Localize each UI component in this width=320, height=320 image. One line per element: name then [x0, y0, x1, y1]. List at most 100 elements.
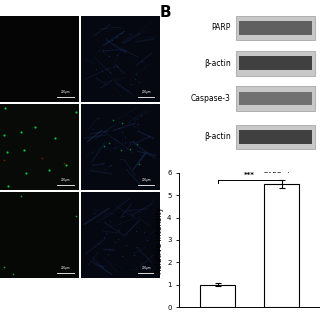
- Point: [120, 120, 125, 125]
- Point: [127, 32, 132, 37]
- Text: ***: ***: [244, 172, 255, 179]
- Point: [3, 105, 8, 110]
- Point: [4, 149, 9, 154]
- Point: [122, 140, 127, 145]
- Text: 200μm: 200μm: [60, 90, 70, 94]
- Point: [2, 157, 7, 163]
- Point: [116, 227, 121, 232]
- Bar: [200, 285, 235, 307]
- Text: Caspase-3: Caspase-3: [191, 94, 231, 103]
- Point: [110, 118, 116, 123]
- Point: [117, 119, 122, 124]
- Text: TUNEL: TUNEL: [22, 0, 57, 7]
- Point: [106, 140, 111, 145]
- Point: [138, 209, 143, 214]
- Point: [136, 121, 141, 126]
- Point: [124, 242, 129, 247]
- Point: [101, 143, 107, 148]
- Text: B: B: [160, 5, 172, 20]
- Point: [18, 130, 23, 135]
- Point: [100, 47, 106, 52]
- Point: [116, 125, 122, 131]
- Text: 200μm: 200μm: [141, 266, 151, 270]
- Point: [99, 263, 104, 268]
- Point: [102, 234, 107, 239]
- Point: [110, 38, 115, 43]
- Point: [112, 239, 117, 244]
- Point: [24, 171, 29, 176]
- Point: [107, 218, 112, 223]
- Bar: [236, 125, 316, 149]
- Point: [64, 162, 69, 167]
- Bar: [236, 86, 316, 111]
- Point: [104, 230, 109, 235]
- Text: 200μm: 200μm: [60, 266, 70, 270]
- Point: [52, 135, 58, 140]
- Point: [102, 166, 108, 172]
- Point: [107, 163, 112, 168]
- Point: [100, 69, 105, 74]
- Point: [104, 36, 109, 41]
- Bar: [239, 130, 312, 144]
- Point: [107, 53, 112, 59]
- Point: [115, 52, 120, 58]
- Point: [134, 228, 139, 234]
- Point: [73, 110, 78, 115]
- Bar: [236, 51, 316, 76]
- Point: [131, 138, 136, 143]
- Point: [128, 147, 133, 152]
- Text: Merge: Merge: [103, 0, 138, 7]
- Point: [133, 71, 138, 76]
- Point: [144, 237, 149, 243]
- Point: [107, 246, 112, 252]
- Text: 200μm: 200μm: [141, 178, 151, 182]
- Point: [5, 184, 10, 189]
- Point: [121, 213, 126, 218]
- Text: PARP: PARP: [212, 23, 231, 32]
- Point: [139, 113, 144, 118]
- Point: [95, 115, 100, 120]
- Point: [73, 213, 78, 218]
- Point: [140, 58, 145, 63]
- Point: [136, 161, 141, 166]
- Point: [11, 272, 16, 277]
- Point: [89, 149, 94, 155]
- Bar: [264, 184, 299, 307]
- Point: [116, 236, 121, 241]
- Point: [134, 244, 140, 249]
- Point: [112, 64, 117, 69]
- Point: [1, 133, 6, 138]
- Point: [94, 67, 99, 72]
- Point: [132, 123, 137, 128]
- Point: [135, 141, 140, 147]
- Point: [131, 253, 136, 258]
- Point: [90, 126, 95, 132]
- Point: [122, 134, 127, 139]
- Point: [118, 147, 123, 152]
- Point: [127, 140, 132, 145]
- Point: [120, 129, 125, 134]
- Point: [32, 124, 37, 130]
- Point: [112, 146, 117, 151]
- Point: [109, 162, 114, 167]
- Point: [96, 240, 101, 245]
- Point: [119, 30, 124, 36]
- Point: [46, 167, 52, 172]
- Bar: [239, 92, 312, 106]
- Point: [101, 144, 106, 149]
- Point: [120, 254, 125, 259]
- Point: [128, 81, 133, 86]
- Text: β-actin: β-actin: [204, 132, 231, 141]
- Text: 200μm: 200μm: [141, 90, 151, 94]
- Point: [92, 210, 97, 215]
- Text: PARP cl: PARP cl: [264, 172, 290, 178]
- Point: [132, 76, 138, 81]
- Point: [122, 47, 127, 52]
- Point: [18, 193, 23, 198]
- Point: [137, 80, 142, 85]
- Bar: [239, 56, 312, 70]
- Point: [108, 70, 113, 75]
- Point: [61, 160, 67, 165]
- Bar: [239, 21, 312, 35]
- Bar: [236, 16, 316, 40]
